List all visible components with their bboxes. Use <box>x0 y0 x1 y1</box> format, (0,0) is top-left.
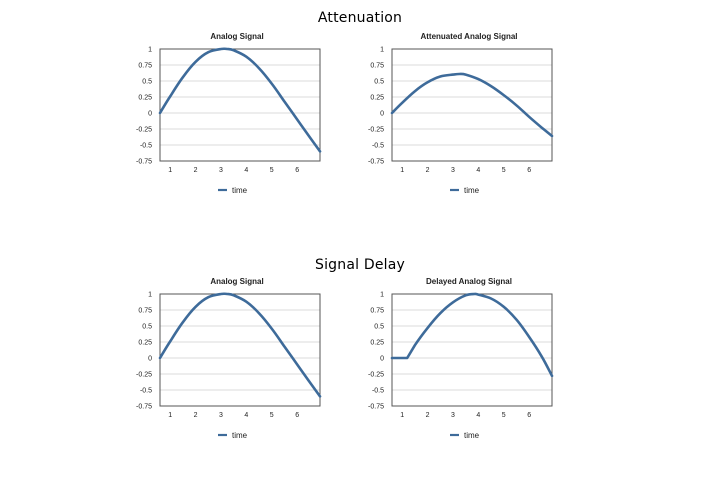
y-tick-label: 0.25 <box>370 340 384 347</box>
y-tick-label: -0.25 <box>368 372 384 379</box>
y-tick-label: 0.5 <box>142 79 152 86</box>
plot-frame <box>159 293 321 407</box>
y-tick-label: -0.75 <box>136 404 152 411</box>
y-tick-label: 0.75 <box>370 308 384 315</box>
x-tick-label: 2 <box>426 412 430 419</box>
x-tick-label: 3 <box>451 167 455 174</box>
series-line <box>158 47 322 153</box>
x-tick-label: 6 <box>295 412 299 419</box>
chart-delayed-analog-signal: Delayed Analog Signal 1 0.75 0.5 0.25 0 -0.25 -… <box>368 277 554 440</box>
y-tick-label: 0.75 <box>138 63 152 70</box>
x-tick-label: 4 <box>244 167 248 174</box>
y-tick-label: 0 <box>380 356 384 363</box>
y-tick-label: 1 <box>380 292 384 299</box>
series-line <box>390 72 554 138</box>
y-tick-label: -0.25 <box>136 372 152 379</box>
y-tick-label: 0.5 <box>374 79 384 86</box>
chart-title: Attenuated Analog Signal <box>420 32 517 41</box>
y-tick-label: 0.5 <box>142 324 152 331</box>
x-tick-label: 3 <box>451 412 455 419</box>
attenuation-section-title: Attenuation <box>317 10 403 26</box>
y-tick-label: -0.75 <box>368 404 384 411</box>
y-tick-label: -0.5 <box>140 143 152 150</box>
x-tick-label: 3 <box>219 412 223 419</box>
y-tick-label: 1 <box>148 292 152 299</box>
series-line <box>390 292 554 378</box>
chart-title: Analog Signal <box>210 32 263 41</box>
y-tick-label: 0 <box>148 356 152 363</box>
chart-title: Analog Signal <box>210 277 263 286</box>
y-tick-label: 0 <box>380 111 384 118</box>
y-tick-label: 0.25 <box>138 340 152 347</box>
y-tick-label: -0.5 <box>372 388 384 395</box>
series-line <box>158 292 322 398</box>
y-tick-label: 0.75 <box>370 63 384 70</box>
x-tick-label: 4 <box>476 167 480 174</box>
plot-frame <box>159 48 321 162</box>
x-tick-label: 5 <box>270 412 274 419</box>
x-tick-label: 5 <box>502 412 506 419</box>
plot-frame <box>391 48 553 162</box>
y-tick-label: 0.5 <box>374 324 384 331</box>
x-tick-label: 4 <box>476 412 480 419</box>
x-tick-label: 4 <box>244 412 248 419</box>
y-tick-label: 0.25 <box>138 95 152 102</box>
y-tick-label: 0.75 <box>138 308 152 315</box>
chart-analog-signal-bottom: Analog Signal 1 0.75 0.5 0.25 0 -0.25 -0.5 -0.75… <box>136 277 322 440</box>
chart-attenuated-analog-signal: Attenuated Analog Signal 1 0.75 0.5 0.25 0 -0.… <box>368 32 554 195</box>
y-tick-label: -0.5 <box>140 388 152 395</box>
y-tick-label: -0.25 <box>368 127 384 134</box>
y-tick-label: -0.75 <box>136 159 152 166</box>
x-tick-label: 1 <box>400 412 404 419</box>
x-tick-label: 2 <box>426 167 430 174</box>
y-tick-label: 0.25 <box>370 95 384 102</box>
legend-label: time <box>464 431 480 440</box>
plot-frame <box>391 293 553 407</box>
x-tick-label: 5 <box>270 167 274 174</box>
chart-analog-signal-top: Analog Signal 1 0.75 0.5 0.25 0 -0.25 -0.5 -0.75… <box>136 32 322 195</box>
y-tick-label: 0 <box>148 111 152 118</box>
x-tick-label: 2 <box>194 167 198 174</box>
y-tick-label: 1 <box>148 47 152 54</box>
signal-delay-section-title: Signal Delay <box>314 257 405 273</box>
legend-label: time <box>232 186 248 195</box>
x-tick-label: 6 <box>527 167 531 174</box>
x-tick-label: 6 <box>295 167 299 174</box>
y-tick-label: -0.5 <box>372 143 384 150</box>
x-tick-label: 1 <box>168 167 172 174</box>
x-tick-label: 5 <box>502 167 506 174</box>
x-tick-label: 3 <box>219 167 223 174</box>
chart-title: Delayed Analog Signal <box>426 277 512 286</box>
x-tick-label: 1 <box>168 412 172 419</box>
x-tick-label: 6 <box>527 412 531 419</box>
y-tick-label: 1 <box>380 47 384 54</box>
x-tick-label: 2 <box>194 412 198 419</box>
y-tick-label: -0.25 <box>136 127 152 134</box>
legend-label: time <box>232 431 248 440</box>
legend-label: time <box>464 186 480 195</box>
y-tick-label: -0.75 <box>368 159 384 166</box>
x-tick-label: 1 <box>400 167 404 174</box>
